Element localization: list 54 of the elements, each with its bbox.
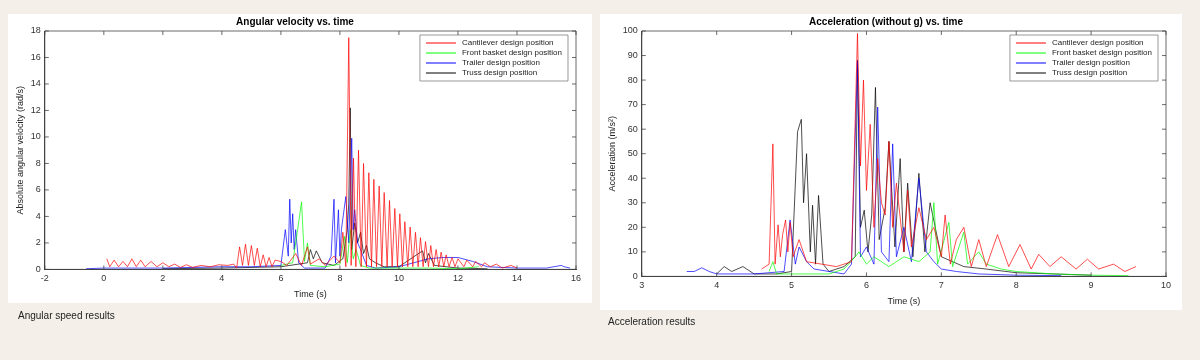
y-tick-label: 2: [35, 237, 41, 248]
y-tick-label: 80: [627, 74, 638, 85]
y-tick-label: 12: [30, 104, 41, 115]
x-tick-label: 2: [160, 273, 166, 284]
x-tick-label: 10: [1160, 280, 1172, 291]
x-tick-label: 7: [938, 280, 944, 291]
legend-label: Front basket design position: [1051, 48, 1152, 58]
y-tick-label: 6: [35, 184, 41, 195]
x-tick-label: 10: [393, 273, 404, 284]
y-tick-label: 10: [30, 131, 41, 142]
chart-title: Angular velocity vs. time: [236, 15, 355, 27]
text: Angular speed results: [18, 310, 115, 321]
y-tick-label: 20: [627, 221, 638, 232]
legend-label: Trailer design position: [1051, 58, 1130, 68]
y-axis-title: Absolute angular velocity (rad/s): [14, 85, 25, 215]
y-tick-label: 10: [627, 246, 638, 257]
x-tick-label: 9: [1088, 280, 1094, 291]
x-tick-label: 8: [1013, 280, 1019, 291]
y-tick-label: 60: [627, 123, 638, 134]
y-tick-label: 0: [35, 263, 41, 274]
legend-label: Cantilever design position: [461, 38, 554, 48]
legend-label: Trailer design position: [461, 58, 540, 68]
x-tick-label: 4: [219, 273, 225, 284]
y-tick-label: 8: [35, 157, 41, 168]
y-tick-label: 40: [627, 172, 638, 183]
x-tick-label: 5: [789, 280, 795, 291]
x-tick-label: 4: [714, 280, 720, 291]
x-tick-label: 16: [570, 273, 582, 284]
x-tick-label: 6: [863, 280, 869, 291]
y-tick-label: 90: [627, 50, 638, 61]
x-axis-title: Time (s): [294, 289, 327, 300]
x-tick-label: 14: [511, 273, 522, 284]
y-tick-label: 30: [627, 197, 638, 208]
x-tick-label: 3: [639, 280, 645, 291]
legend-label: Truss design position: [461, 68, 538, 78]
x-tick-label: 8: [337, 273, 343, 284]
x-axis-title: Time (s): [887, 296, 921, 307]
y-tick-label: 100: [622, 25, 638, 36]
x-tick-label: -2: [40, 273, 49, 284]
y-tick-label: 70: [627, 99, 638, 110]
x-tick-label: 0: [101, 273, 107, 284]
legend-label: Front basket design position: [461, 48, 562, 58]
x-tick-label: 12: [452, 273, 463, 284]
text: Acceleration results: [608, 316, 696, 327]
y-axis-title: Acceleration (m/s²): [606, 115, 617, 192]
chart-title: Acceleration (without g) vs. time: [809, 15, 964, 27]
y-tick-label: 18: [30, 25, 41, 36]
x-tick-label: 6: [278, 273, 284, 284]
y-tick-label: 4: [35, 210, 41, 221]
y-tick-label: 14: [30, 78, 41, 89]
y-tick-label: 50: [627, 148, 638, 159]
legend-label: Cantilever design position: [1051, 38, 1144, 48]
legend-label: Truss design position: [1051, 68, 1128, 78]
y-tick-label: 16: [30, 51, 41, 62]
